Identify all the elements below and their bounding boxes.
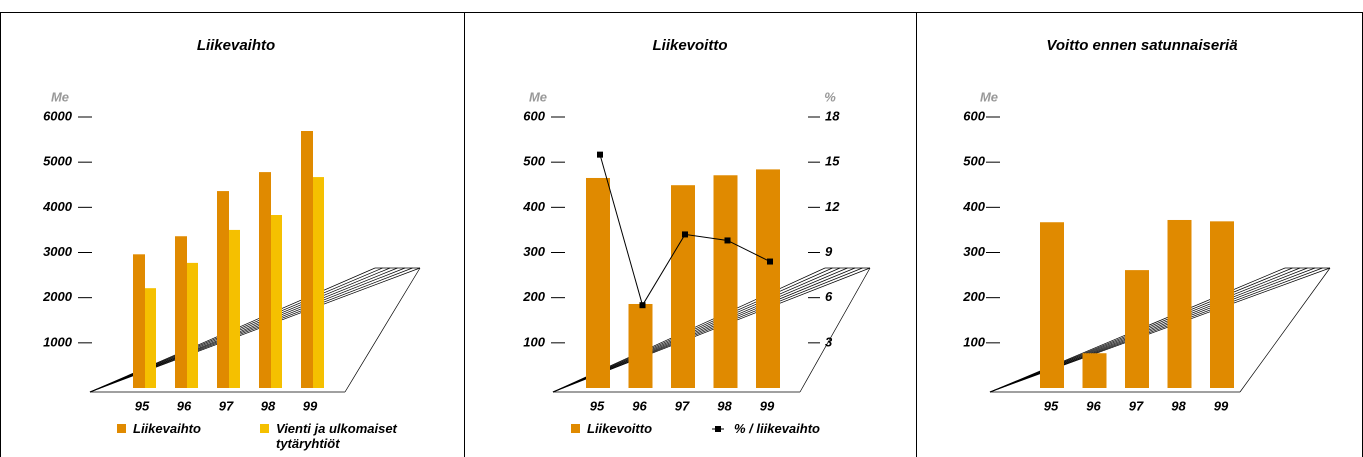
y-axis-label: Me: [529, 89, 547, 104]
x-tick-label: 98: [261, 398, 276, 413]
bar: [1125, 270, 1149, 388]
y2-tick-label: 12: [825, 199, 840, 214]
line-marker: [597, 151, 603, 158]
legend-swatch: [117, 424, 126, 433]
y-tick-label: 6000: [43, 108, 73, 123]
x-tick-label: 95: [135, 398, 150, 413]
line-marker: [639, 302, 646, 309]
bar: [1082, 353, 1107, 388]
y2-tick-label: 6: [825, 289, 833, 304]
bar: [713, 175, 738, 388]
bar: [229, 229, 240, 388]
line-marker: [724, 237, 731, 244]
y2-tick-label: 3: [825, 334, 833, 349]
x-tick-label: 99: [760, 398, 775, 413]
floor-edge: [799, 267, 871, 393]
y-tick-label: 200: [522, 289, 545, 304]
bar: [313, 177, 324, 388]
y-tick-label: 300: [963, 244, 985, 259]
x-tick-label: 99: [303, 398, 318, 413]
y-tick-label: 4000: [42, 199, 73, 214]
chart-title: Liikevaihto: [197, 37, 275, 54]
x-tick-label: 95: [1044, 398, 1059, 413]
bar: [301, 131, 313, 389]
y2-tick-label: 15: [825, 154, 840, 169]
bar: [259, 172, 271, 388]
x-tick-label: 98: [1171, 398, 1186, 413]
x-tick-label: 97: [675, 398, 690, 413]
legend-swatch: [571, 424, 580, 433]
bar: [628, 303, 653, 388]
floor-edge: [1239, 267, 1331, 393]
y-tick-label: 100: [523, 334, 545, 349]
y-axis-label: Me: [51, 89, 69, 104]
y-tick-label: 3000: [43, 244, 73, 259]
y-axis-label: Me: [980, 89, 998, 104]
legend-marker: [715, 426, 721, 432]
x-tick-label: 98: [717, 398, 732, 413]
x-tick-label: 95: [590, 398, 605, 413]
legend-swatch: [260, 424, 269, 433]
x-tick-label: 99: [1214, 398, 1229, 413]
chart-title: Liikevoitto: [652, 37, 727, 54]
floor-line: [989, 267, 1323, 393]
y-tick-label: 400: [522, 199, 545, 214]
y-tick-label: 500: [963, 154, 985, 169]
bar: [217, 191, 229, 388]
bar: [756, 169, 780, 388]
y-tick-label: 400: [962, 199, 985, 214]
x-tick-label: 97: [1129, 398, 1144, 413]
bar: [1040, 222, 1064, 388]
y-tick-label: 1000: [43, 334, 73, 349]
y-tick-label: 5000: [43, 154, 73, 169]
y-tick-label: 600: [963, 108, 985, 123]
y2-axis-label: %: [824, 89, 836, 104]
x-tick-label: 96: [1086, 398, 1101, 413]
bar: [1210, 221, 1234, 388]
legend-label: Vienti ja ulkomaiset tytäryhtiöt: [276, 421, 397, 451]
y-tick-label: 2000: [42, 289, 73, 304]
line-marker: [767, 258, 773, 265]
legend-label: Liikevaihto: [133, 421, 201, 436]
x-tick-label: 97: [219, 398, 234, 413]
y-tick-label: 500: [523, 154, 545, 169]
y2-tick-label: 9: [825, 244, 833, 259]
floor-edge: [344, 267, 421, 393]
bar: [1167, 219, 1192, 388]
legend-label: % / liikevaihto: [734, 421, 820, 436]
bar: [271, 215, 282, 388]
bar: [145, 288, 156, 388]
bar: [586, 177, 610, 388]
line-marker: [682, 231, 688, 238]
y-tick-label: 600: [523, 108, 545, 123]
bar: [133, 254, 145, 388]
chart-title: Voitto ennen satunnaiseriä: [1046, 37, 1237, 54]
x-tick-label: 96: [177, 398, 192, 413]
bar: [175, 236, 187, 388]
bar: [187, 262, 198, 388]
y-tick-label: 200: [962, 289, 985, 304]
legend-label: Liikevoitto: [587, 421, 653, 436]
y-tick-label: 300: [523, 244, 545, 259]
floor-line: [989, 267, 1316, 393]
x-tick-label: 96: [632, 398, 647, 413]
y2-tick-label: 18: [825, 108, 840, 123]
bar: [671, 185, 695, 388]
y-tick-label: 100: [963, 334, 985, 349]
